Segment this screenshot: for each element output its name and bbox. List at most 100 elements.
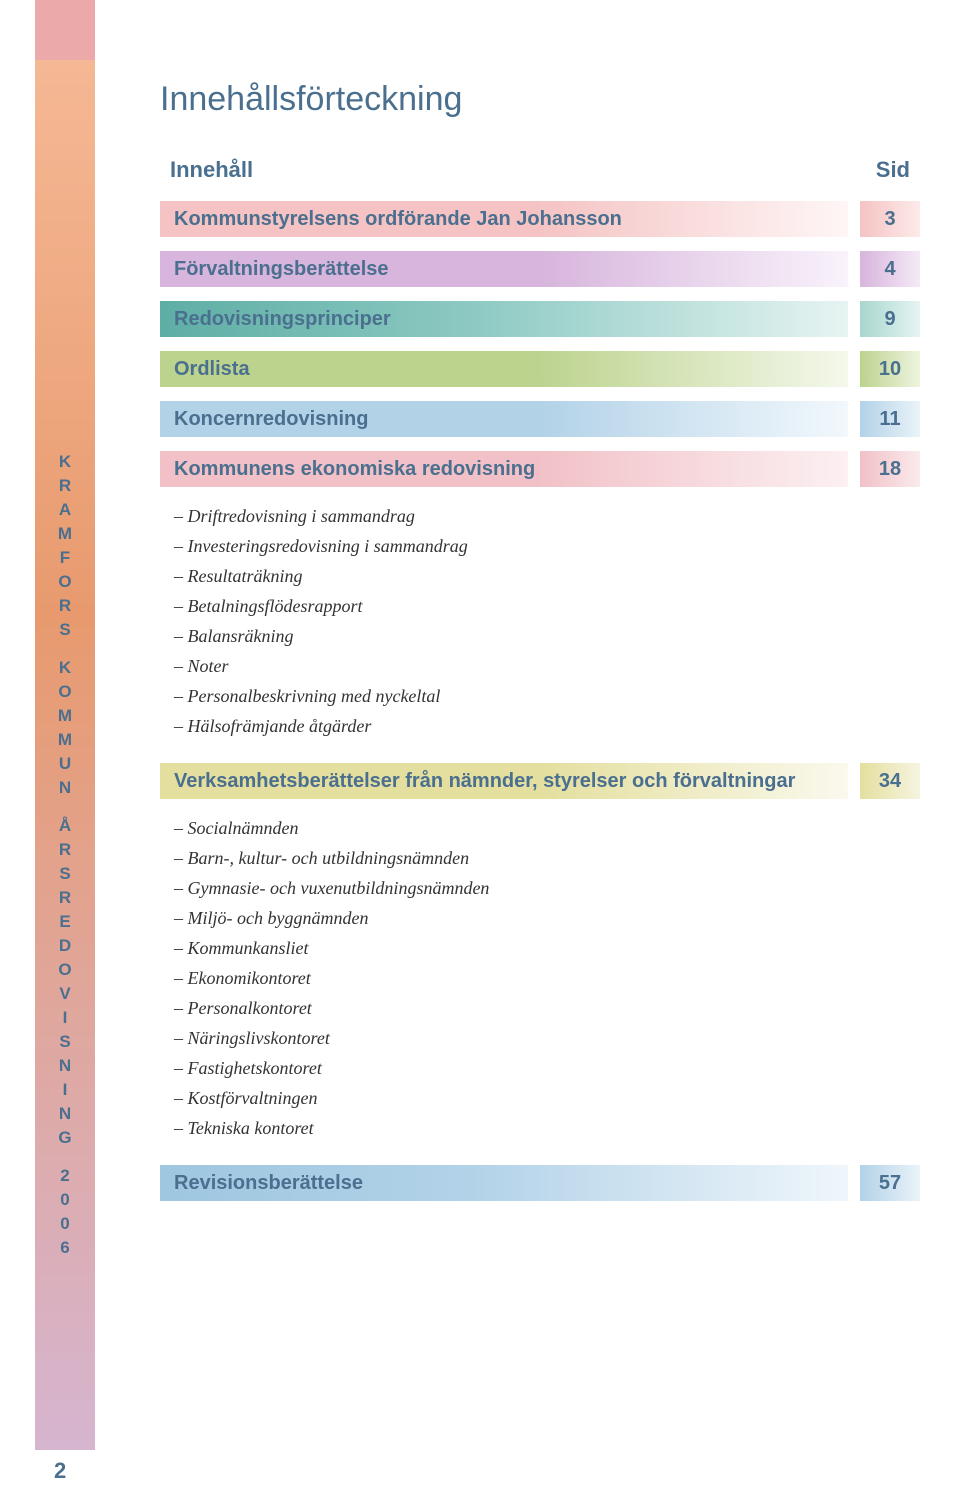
sidebar-letter: O [52,958,78,982]
sidebar-letter: A [52,498,78,522]
sub-item: – Balansräkning [174,621,920,651]
toc-row: Kommunens ekonomiska redovisning 18 [160,451,920,487]
toc-row: Redovisningsprinciper 9 [160,301,920,337]
sidebar-vertical-text: KRAMFORSKOMMUNÅRSREDOVISNING2006 [52,450,78,1260]
toc-row: Ordlista 10 [160,351,920,387]
toc-page-cell: 3 [860,201,920,237]
sub-item: – Näringslivskontoret [174,1023,920,1053]
toc-page-number: 9 [884,308,895,331]
toc-page-cell: 4 [860,251,920,287]
toc-page-cell: 11 [860,401,920,437]
sidebar-letter: D [52,934,78,958]
toc-list: Kommunstyrelsens ordförande Jan Johansso… [160,201,920,487]
sidebar-letter: I [52,1006,78,1030]
toc-bar: Koncernredovisning [160,401,848,437]
toc-page-number: 11 [879,408,900,431]
sub-item: – Kommunkansliet [174,933,920,963]
toc-last-row: Revisionsberättelse 57 [160,1165,920,1201]
sidebar-letter: N [52,1102,78,1126]
toc-bar: Kommunstyrelsens ordförande Jan Johansso… [160,201,848,237]
sidebar-letter: O [52,570,78,594]
sub-item: – Ekonomikontoret [174,963,920,993]
toc-bar: Redovisningsprinciper [160,301,848,337]
toc-header-left: Innehåll [170,157,253,183]
toc-header-right: Sid [876,157,910,183]
page-number: 2 [54,1458,66,1484]
sub-item: – Tekniska kontoret [174,1113,920,1143]
topleft-accent [35,0,95,60]
toc-bar: Revisionsberättelse [160,1165,848,1201]
sublist-a: – Driftredovisning i sammandrag– Investe… [174,501,920,741]
sidebar-letter: S [52,862,78,886]
sub-item: – Driftredovisning i sammandrag [174,501,920,531]
sub-item: – Hälsofrämjande åtgärder [174,711,920,741]
sidebar-letter: 0 [52,1188,78,1212]
toc-mid-row: Verksamhetsberättelser från nämnder, sty… [160,763,920,799]
sidebar-letter: R [52,474,78,498]
sidebar-letter: K [52,450,78,474]
sub-item: – Barn-, kultur- och utbildningsnämnden [174,843,920,873]
sidebar-gap [52,642,78,656]
toc-page-cell: 34 [860,763,920,799]
sub-item: – Personalkontoret [174,993,920,1023]
toc-page-cell: 9 [860,301,920,337]
sidebar-letter: G [52,1126,78,1150]
sidebar-letter: 2 [52,1164,78,1188]
content-area: Innehållsförteckning Innehåll Sid Kommun… [160,80,920,1215]
toc-bar: Kommunens ekonomiska redovisning [160,451,848,487]
toc-row: Revisionsberättelse 57 [160,1165,920,1201]
toc-page-number: 4 [884,258,895,281]
sub-item: – Gymnasie- och vuxenutbildningsnämnden [174,873,920,903]
toc-bar: Verksamhetsberättelser från nämnder, sty… [160,763,848,799]
sub-item: – Socialnämnden [174,813,920,843]
page: KRAMFORSKOMMUNÅRSREDOVISNING2006 2 Inneh… [0,0,960,1499]
toc-page-number: 57 [879,1172,901,1195]
sidebar-letter: K [52,656,78,680]
sidebar-letter: U [52,752,78,776]
toc-row: Kommunstyrelsens ordförande Jan Johansso… [160,201,920,237]
sidebar-letter: F [52,546,78,570]
sidebar-letter: S [52,1030,78,1054]
toc-page-number: 3 [884,208,895,231]
sidebar-letter: V [52,982,78,1006]
toc-row: Förvaltningsberättelse 4 [160,251,920,287]
sidebar-letter: O [52,680,78,704]
toc-row: Verksamhetsberättelser från nämnder, sty… [160,763,920,799]
sidebar-gap [52,1150,78,1164]
sidebar-letter: 6 [52,1236,78,1260]
page-title: Innehållsförteckning [160,80,920,119]
toc-row: Koncernredovisning 11 [160,401,920,437]
sub-item: – Kostförvaltningen [174,1083,920,1113]
toc-page-number: 34 [879,770,901,793]
sub-item: – Betalningsflödesrapport [174,591,920,621]
sidebar-letter: R [52,594,78,618]
sidebar-letter: Å [52,814,78,838]
toc-page-number: 10 [879,358,901,381]
toc-page-cell: 57 [860,1165,920,1201]
toc-page-cell: 10 [860,351,920,387]
sidebar-letter: M [52,704,78,728]
toc-header: Innehåll Sid [160,157,920,183]
toc-bar: Ordlista [160,351,848,387]
sidebar-letter: M [52,522,78,546]
sub-item: – Investeringsredovisning i sammandrag [174,531,920,561]
sidebar-letter: M [52,728,78,752]
sub-item: – Fastighetskontoret [174,1053,920,1083]
toc-page-number: 18 [879,458,901,481]
sidebar-letter: R [52,838,78,862]
sidebar-letter: 0 [52,1212,78,1236]
sub-item: – Personalbeskrivning med nyckeltal [174,681,920,711]
sublist-b: – Socialnämnden– Barn-, kultur- och utbi… [174,813,920,1143]
sidebar-letter: N [52,776,78,800]
toc-page-cell: 18 [860,451,920,487]
sidebar-letter: R [52,886,78,910]
sidebar-letter: N [52,1054,78,1078]
sidebar-letter: E [52,910,78,934]
sidebar-letter: I [52,1078,78,1102]
toc-bar: Förvaltningsberättelse [160,251,848,287]
sub-item: – Noter [174,651,920,681]
sidebar-letter: S [52,618,78,642]
sub-item: – Resultaträkning [174,561,920,591]
sidebar-gap [52,800,78,814]
sub-item: – Miljö- och byggnämnden [174,903,920,933]
